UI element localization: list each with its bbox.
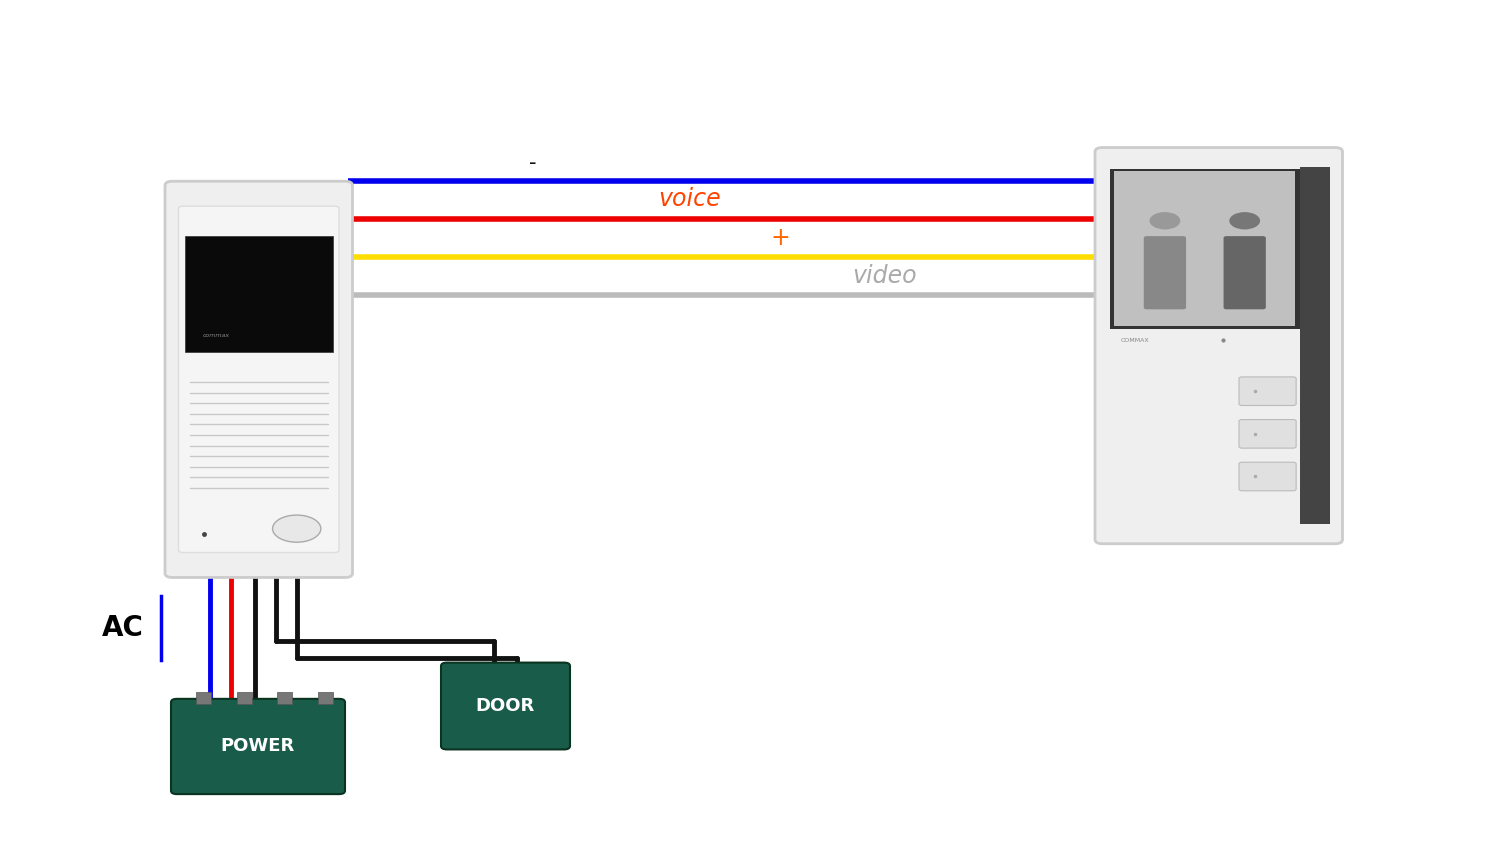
Circle shape bbox=[273, 515, 321, 542]
Circle shape bbox=[1149, 212, 1180, 229]
Text: commax: commax bbox=[202, 333, 229, 338]
Text: voice: voice bbox=[658, 187, 722, 211]
Text: COMMAX: COMMAX bbox=[1120, 338, 1149, 343]
FancyBboxPatch shape bbox=[1144, 236, 1186, 309]
Text: -: - bbox=[528, 153, 537, 173]
Bar bbox=[1110, 169, 1300, 329]
FancyBboxPatch shape bbox=[1239, 420, 1296, 448]
Bar bbox=[237, 692, 252, 704]
Text: POWER: POWER bbox=[220, 738, 296, 755]
Bar bbox=[318, 692, 333, 704]
FancyBboxPatch shape bbox=[178, 207, 339, 552]
Text: +: + bbox=[770, 227, 790, 250]
Bar bbox=[1114, 171, 1296, 326]
FancyBboxPatch shape bbox=[1239, 377, 1296, 405]
Text: video: video bbox=[852, 265, 918, 288]
FancyBboxPatch shape bbox=[1095, 148, 1342, 544]
FancyBboxPatch shape bbox=[441, 663, 570, 749]
Text: DOOR: DOOR bbox=[476, 697, 536, 715]
FancyBboxPatch shape bbox=[171, 699, 345, 794]
FancyBboxPatch shape bbox=[1224, 236, 1266, 309]
FancyBboxPatch shape bbox=[1239, 462, 1296, 491]
Bar bbox=[278, 692, 292, 704]
Circle shape bbox=[1230, 212, 1260, 229]
Bar bbox=[184, 236, 333, 352]
Bar bbox=[1300, 167, 1330, 524]
Text: AC: AC bbox=[102, 614, 144, 642]
Bar bbox=[196, 692, 211, 704]
FancyBboxPatch shape bbox=[165, 181, 352, 577]
